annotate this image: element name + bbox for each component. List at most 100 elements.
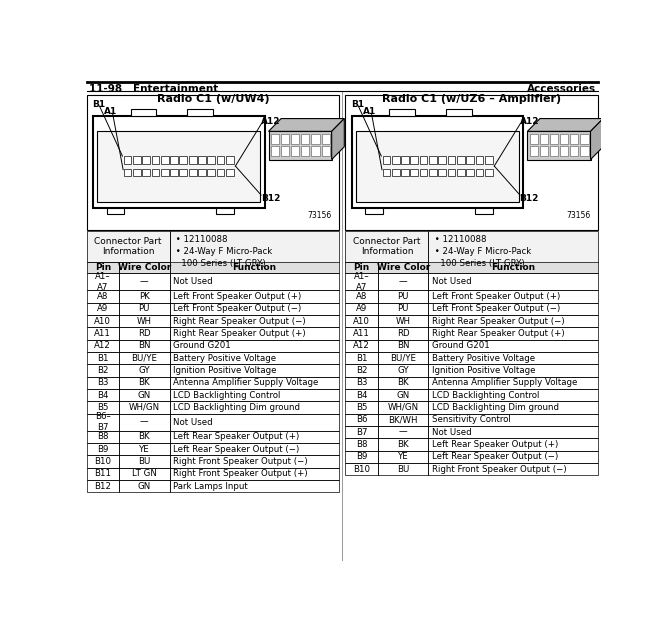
Bar (540, 134, 548, 144)
Text: Left Front Speaker Output (−): Left Front Speaker Output (−) (432, 304, 560, 313)
Bar (401, 156, 409, 164)
Bar (540, 146, 548, 156)
Bar (170, 273, 339, 290)
Bar (378, 290, 428, 303)
Bar (438, 169, 446, 176)
Bar (119, 290, 170, 303)
Bar (198, 156, 206, 164)
Bar (119, 340, 170, 352)
Bar (216, 208, 234, 214)
Bar (216, 169, 224, 176)
Bar (428, 377, 598, 389)
Text: 73156: 73156 (307, 211, 331, 220)
Bar (170, 389, 339, 401)
Text: WH: WH (395, 317, 411, 326)
Bar (180, 156, 187, 164)
Bar (170, 315, 339, 328)
Bar (87, 389, 119, 401)
Text: B5: B5 (97, 403, 109, 412)
Bar (345, 401, 378, 414)
Text: B4: B4 (356, 391, 367, 399)
Bar (448, 169, 456, 176)
Bar (170, 430, 339, 443)
Bar (457, 156, 465, 164)
Bar (87, 455, 119, 467)
Bar (119, 414, 170, 430)
Text: Not Used: Not Used (174, 418, 213, 427)
Text: B10: B10 (353, 464, 370, 474)
Text: WH/GN: WH/GN (387, 403, 419, 412)
Bar (428, 290, 598, 303)
Bar (428, 340, 598, 352)
Bar (378, 414, 428, 426)
Bar (119, 389, 170, 401)
Bar (428, 328, 598, 340)
Bar (119, 455, 170, 467)
Text: Ignition Positive Voltage: Ignition Positive Voltage (174, 366, 277, 375)
Bar (378, 273, 428, 290)
Bar (378, 401, 428, 414)
Text: B12: B12 (94, 481, 112, 491)
Bar (580, 146, 589, 156)
Text: Antenna Amplifier Supply Voltage: Antenna Amplifier Supply Voltage (432, 379, 578, 387)
Bar (87, 414, 119, 430)
Bar (106, 208, 124, 214)
Bar (383, 169, 390, 176)
Text: BU/YE: BU/YE (132, 353, 158, 363)
Bar (152, 156, 160, 164)
Bar (410, 156, 418, 164)
Bar (170, 315, 339, 328)
Bar (291, 146, 299, 156)
Text: Right Rear Speaker Output (+): Right Rear Speaker Output (+) (174, 329, 306, 338)
Bar (457, 169, 465, 176)
Text: YE: YE (139, 445, 150, 454)
Text: WH: WH (137, 317, 152, 326)
Bar (378, 303, 428, 315)
Bar (428, 401, 598, 414)
Bar (345, 364, 378, 377)
Text: A8: A8 (97, 292, 109, 301)
Bar (428, 231, 598, 262)
Bar (378, 352, 428, 364)
Bar (119, 315, 170, 328)
Bar (428, 328, 598, 340)
Bar (119, 414, 170, 430)
Bar (170, 443, 339, 455)
Bar (87, 377, 119, 389)
Text: —: — (140, 418, 149, 427)
Bar (119, 303, 170, 315)
Bar (291, 134, 299, 144)
Bar (87, 401, 119, 414)
Text: B9: B9 (97, 445, 109, 454)
Bar (170, 455, 339, 467)
Bar (378, 438, 428, 450)
Bar (87, 430, 119, 443)
Bar (345, 262, 378, 273)
Bar (550, 134, 558, 144)
Bar (226, 156, 234, 164)
FancyBboxPatch shape (389, 110, 415, 116)
Text: Not Used: Not Used (432, 428, 472, 437)
Text: Park Lamps Input: Park Lamps Input (174, 481, 248, 491)
Bar (420, 156, 428, 164)
Bar (345, 450, 378, 463)
Text: B6–
B7: B6– B7 (95, 412, 111, 432)
Text: Connector Part
Information: Connector Part Information (353, 237, 421, 256)
Bar (321, 134, 330, 144)
Bar (378, 315, 428, 328)
Text: Battery Positive Voltage: Battery Positive Voltage (174, 353, 277, 363)
Bar (119, 328, 170, 340)
Bar (119, 290, 170, 303)
Text: Wire Color: Wire Color (377, 263, 430, 272)
Bar (448, 156, 456, 164)
Bar (429, 156, 437, 164)
Text: A12: A12 (520, 117, 539, 126)
Bar (378, 414, 428, 426)
Text: Right Rear Speaker Output (+): Right Rear Speaker Output (+) (432, 329, 565, 338)
Bar (124, 169, 132, 176)
Bar (378, 262, 428, 273)
Bar (428, 414, 598, 426)
Bar (378, 273, 428, 290)
Bar (133, 169, 141, 176)
Bar (345, 315, 378, 328)
